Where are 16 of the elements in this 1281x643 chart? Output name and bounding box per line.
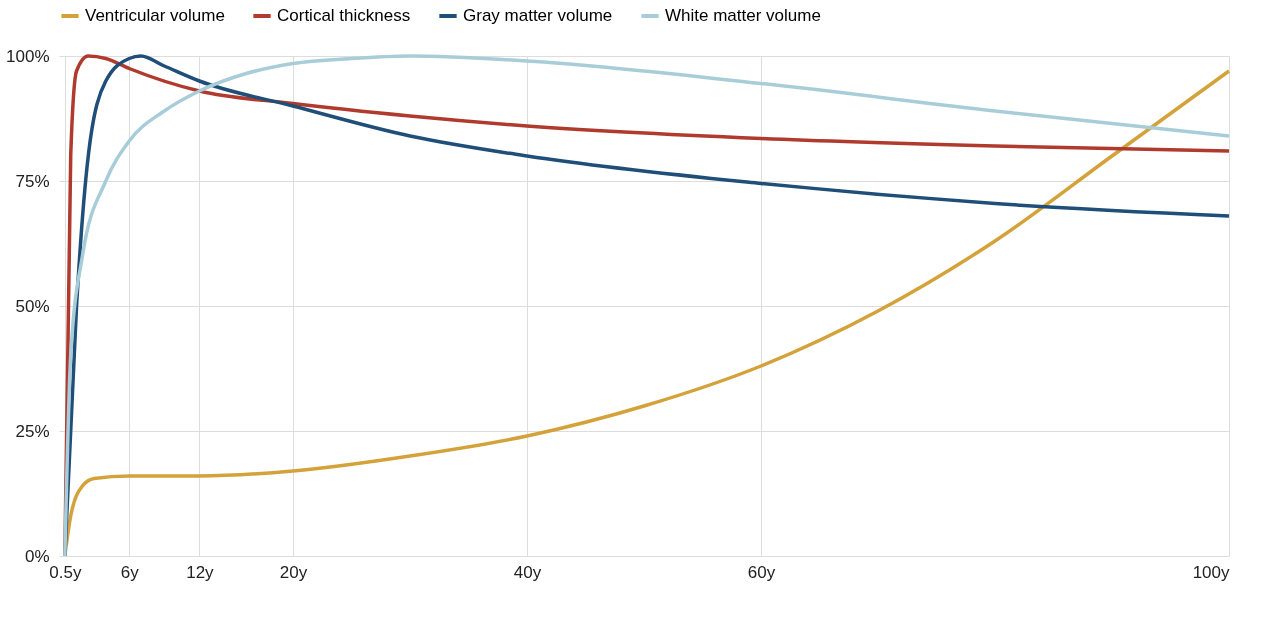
x-tick-label: 20y [279,562,308,582]
y-tick-label: 75% [15,171,50,191]
x-tick-label: 0.5y [49,562,82,582]
legend-label: Gray matter volume [463,6,613,25]
y-tick-label: 50% [15,296,50,316]
x-tick-label: 6y [120,562,140,582]
legend-label: White matter volume [665,6,821,25]
legend-label: Cortical thickness [277,6,411,25]
x-tick-label: 60y [747,562,776,582]
y-tick-label: 100% [6,46,50,66]
y-tick-label: 25% [15,421,50,441]
y-tick-label: 0% [24,546,50,566]
legend-label: Ventricular volume [85,6,225,25]
x-tick-label: 12y [186,562,215,582]
x-tick-label: 100y [1192,562,1230,582]
x-tick-label: 40y [513,562,542,582]
